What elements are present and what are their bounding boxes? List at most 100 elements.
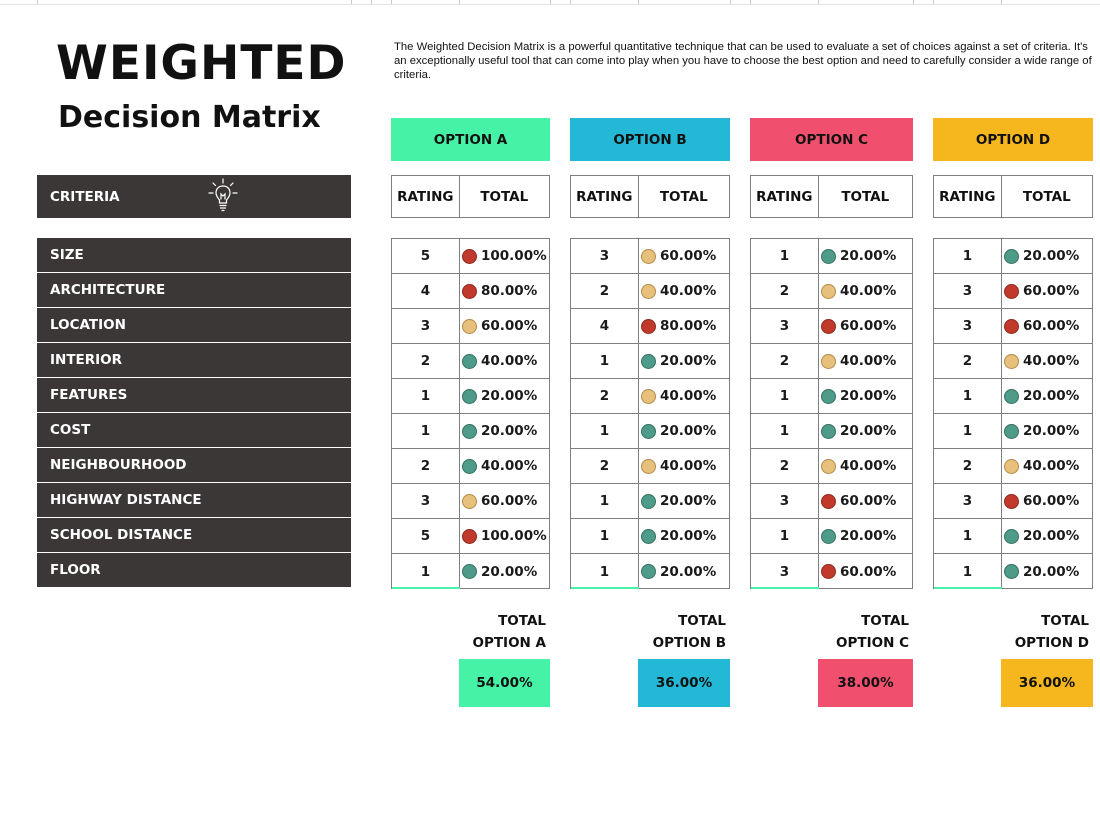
total-cell[interactable]: 40.00% bbox=[1002, 344, 1092, 378]
rating-cell[interactable]: 1 bbox=[934, 554, 1002, 589]
option-c-header[interactable]: OPTION C bbox=[750, 118, 913, 161]
rating-cell[interactable]: 1 bbox=[934, 414, 1002, 448]
total-cell[interactable]: 20.00% bbox=[819, 519, 912, 553]
rating-cell[interactable]: 2 bbox=[571, 379, 639, 413]
rating-cell[interactable]: 2 bbox=[571, 449, 639, 483]
total-cell[interactable]: 20.00% bbox=[1002, 554, 1092, 589]
rating-cell[interactable]: 3 bbox=[392, 309, 460, 343]
criteria-row[interactable]: COST bbox=[37, 413, 351, 447]
total-cell[interactable]: 60.00% bbox=[460, 309, 549, 343]
criteria-row[interactable]: LOCATION bbox=[37, 308, 351, 342]
rating-column-header[interactable]: RATING bbox=[751, 176, 819, 217]
rating-cell[interactable]: 2 bbox=[934, 344, 1002, 378]
total-column-header[interactable]: TOTAL bbox=[659, 188, 708, 205]
rating-cell[interactable]: 2 bbox=[751, 449, 819, 483]
total-cell[interactable]: 80.00% bbox=[460, 274, 549, 308]
rating-cell[interactable]: 1 bbox=[751, 379, 819, 413]
rating-column-header[interactable]: RATING bbox=[934, 176, 1002, 217]
option-b-header[interactable]: OPTION B bbox=[570, 118, 730, 161]
rating-cell[interactable]: 1 bbox=[571, 344, 639, 378]
total-cell[interactable]: 40.00% bbox=[639, 379, 729, 413]
total-column-header[interactable]: TOTAL bbox=[841, 188, 890, 205]
rating-cell[interactable]: 3 bbox=[934, 274, 1002, 308]
rating-cell[interactable]: 1 bbox=[751, 519, 819, 553]
rating-cell[interactable]: 1 bbox=[571, 554, 639, 589]
total-cell[interactable]: 60.00% bbox=[819, 484, 912, 518]
option-b-total-score[interactable]: 36.00% bbox=[638, 659, 730, 707]
total-cell[interactable]: 20.00% bbox=[639, 519, 729, 553]
total-cell[interactable]: 20.00% bbox=[460, 554, 549, 589]
total-cell[interactable]: 20.00% bbox=[1002, 379, 1092, 413]
rating-cell[interactable]: 3 bbox=[751, 484, 819, 518]
rating-cell[interactable]: 1 bbox=[571, 414, 639, 448]
total-cell[interactable]: 60.00% bbox=[639, 239, 729, 273]
rating-cell[interactable]: 3 bbox=[751, 554, 819, 589]
criteria-row[interactable]: SCHOOL DISTANCE bbox=[37, 518, 351, 552]
option-a-header[interactable]: OPTION A bbox=[391, 118, 550, 161]
rating-cell[interactable]: 2 bbox=[934, 449, 1002, 483]
rating-cell[interactable]: 2 bbox=[571, 274, 639, 308]
rating-cell[interactable]: 4 bbox=[571, 309, 639, 343]
rating-cell[interactable]: 3 bbox=[751, 309, 819, 343]
total-cell[interactable]: 60.00% bbox=[819, 309, 912, 343]
rating-cell[interactable]: 1 bbox=[934, 239, 1002, 273]
total-column-header[interactable]: TOTAL bbox=[480, 188, 529, 205]
rating-cell[interactable]: 2 bbox=[392, 449, 460, 483]
total-cell[interactable]: 20.00% bbox=[460, 414, 549, 448]
total-cell[interactable]: 40.00% bbox=[460, 449, 549, 483]
rating-cell[interactable]: 5 bbox=[392, 239, 460, 273]
option-d-total-score[interactable]: 36.00% bbox=[1001, 659, 1093, 707]
total-cell[interactable]: 40.00% bbox=[819, 274, 912, 308]
rating-cell[interactable]: 2 bbox=[751, 344, 819, 378]
rating-cell[interactable]: 5 bbox=[392, 519, 460, 553]
total-cell[interactable]: 40.00% bbox=[819, 449, 912, 483]
rating-column-header[interactable]: RATING bbox=[392, 176, 460, 217]
criteria-header[interactable]: CRITERIA bbox=[37, 175, 351, 218]
total-cell[interactable]: 20.00% bbox=[639, 484, 729, 518]
rating-cell[interactable]: 1 bbox=[392, 554, 460, 589]
rating-cell[interactable]: 1 bbox=[751, 239, 819, 273]
rating-cell[interactable]: 1 bbox=[392, 414, 460, 448]
total-cell[interactable]: 80.00% bbox=[639, 309, 729, 343]
rating-cell[interactable]: 1 bbox=[392, 379, 460, 413]
total-cell[interactable]: 40.00% bbox=[819, 344, 912, 378]
criteria-row[interactable]: ARCHITECTURE bbox=[37, 273, 351, 307]
rating-cell[interactable]: 1 bbox=[751, 414, 819, 448]
total-cell[interactable]: 60.00% bbox=[1002, 309, 1092, 343]
total-cell[interactable]: 40.00% bbox=[1002, 449, 1092, 483]
rating-cell[interactable]: 3 bbox=[571, 239, 639, 273]
total-cell[interactable]: 60.00% bbox=[819, 554, 912, 589]
total-cell[interactable]: 60.00% bbox=[1002, 274, 1092, 308]
option-d-header[interactable]: OPTION D bbox=[933, 118, 1093, 161]
criteria-row[interactable]: SIZE bbox=[37, 238, 351, 272]
total-cell[interactable]: 20.00% bbox=[819, 379, 912, 413]
total-cell[interactable]: 20.00% bbox=[1002, 519, 1092, 553]
total-cell[interactable]: 20.00% bbox=[639, 414, 729, 448]
total-cell[interactable]: 20.00% bbox=[639, 344, 729, 378]
total-cell[interactable]: 60.00% bbox=[1002, 484, 1092, 518]
rating-cell[interactable]: 3 bbox=[934, 484, 1002, 518]
total-cell[interactable]: 40.00% bbox=[639, 274, 729, 308]
total-cell[interactable]: 20.00% bbox=[639, 554, 729, 589]
rating-cell[interactable]: 1 bbox=[571, 519, 639, 553]
total-column-header[interactable]: TOTAL bbox=[1022, 188, 1071, 205]
rating-cell[interactable]: 2 bbox=[392, 344, 460, 378]
criteria-row[interactable]: INTERIOR bbox=[37, 343, 351, 377]
total-cell[interactable]: 20.00% bbox=[1002, 414, 1092, 448]
total-cell[interactable]: 60.00% bbox=[460, 484, 549, 518]
rating-column-header[interactable]: RATING bbox=[571, 176, 639, 217]
criteria-row[interactable]: NEIGHBOURHOOD bbox=[37, 448, 351, 482]
total-cell[interactable]: 100.00% bbox=[460, 239, 549, 273]
option-a-total-score[interactable]: 54.00% bbox=[459, 659, 550, 707]
criteria-row[interactable]: HIGHWAY DISTANCE bbox=[37, 483, 351, 517]
option-c-total-score[interactable]: 38.00% bbox=[818, 659, 913, 707]
rating-cell[interactable]: 2 bbox=[751, 274, 819, 308]
total-cell[interactable]: 40.00% bbox=[460, 344, 549, 378]
total-cell[interactable]: 100.00% bbox=[460, 519, 549, 553]
rating-cell[interactable]: 3 bbox=[934, 309, 1002, 343]
rating-cell[interactable]: 3 bbox=[392, 484, 460, 518]
total-cell[interactable]: 20.00% bbox=[819, 414, 912, 448]
rating-cell[interactable]: 1 bbox=[571, 484, 639, 518]
total-cell[interactable]: 40.00% bbox=[639, 449, 729, 483]
criteria-row[interactable]: FEATURES bbox=[37, 378, 351, 412]
